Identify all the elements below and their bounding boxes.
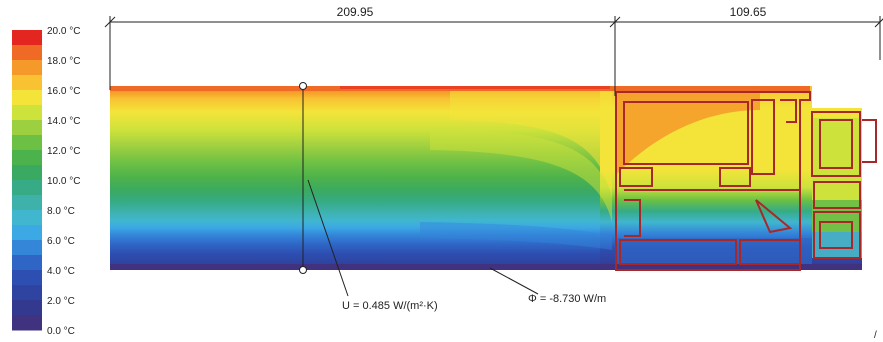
dimension-lines (104, 16, 883, 96)
dimension-tick-left (104, 16, 116, 28)
frame-chamber-right (751, 99, 775, 175)
legend-tick-label: 0.0 °C (47, 326, 75, 337)
legend-swatch (12, 180, 42, 196)
frame-warm-corner (616, 92, 760, 175)
frame-chamber-lower (619, 239, 737, 265)
legend-tick-label: 8.0 °C (47, 206, 75, 217)
thermal-break-mid (719, 167, 751, 187)
legend-swatch (12, 165, 42, 181)
phi-value-leader (489, 267, 539, 295)
legend-tick-label: 4.0 °C (47, 266, 75, 277)
legend-swatch (12, 300, 42, 316)
thermal-break-top (619, 167, 653, 187)
legend-tick-label: 18.0 °C (47, 56, 80, 67)
legend-swatch (12, 75, 42, 91)
legend-tick-label: 20.0 °C (47, 26, 80, 37)
dimension-left-label: 209.95 (337, 5, 374, 19)
legend-swatch (12, 45, 42, 61)
legend-swatch (12, 315, 42, 331)
interior-surface-cap (340, 86, 610, 89)
legend-swatch (12, 120, 42, 136)
bottom-exterior-strip (110, 264, 862, 270)
legend-swatch (12, 210, 42, 226)
legend-swatch (12, 240, 42, 256)
legend-swatch (12, 225, 42, 241)
dimension-tick-right (874, 18, 883, 28)
isotherm-bend-warm (450, 86, 612, 200)
legend-swatch (12, 255, 42, 271)
legend-tick-label: 12.0 °C (47, 146, 80, 157)
frame-clip (780, 99, 797, 123)
legend-swatch (12, 30, 42, 46)
isotherm-bend-cool (420, 222, 612, 250)
phi-value-annotation: Φ = -8.730 W/m (528, 293, 606, 305)
legend-tick-label: 16.0 °C (47, 86, 80, 97)
frame-outer-outline (615, 91, 811, 271)
cut-line-top-marker (299, 82, 307, 90)
u-value-leader (307, 179, 349, 297)
sash-inner (819, 119, 853, 169)
frame-chamber-lower-right (739, 239, 801, 265)
sash-bottom-outline (813, 211, 861, 259)
legend-swatch (12, 195, 42, 211)
sash-lower-outline (813, 181, 861, 209)
dimension-right-label: 109.65 (730, 5, 767, 19)
legend-swatch (12, 285, 42, 301)
frame-foot (624, 199, 641, 237)
legend-tick-label: 6.0 °C (47, 236, 75, 247)
isotherm-bend-green (430, 128, 612, 222)
corner-mark: / (874, 330, 877, 341)
legend-tick-label: 14.0 °C (47, 116, 80, 127)
exterior-gap (812, 86, 862, 108)
legend-swatch (12, 270, 42, 286)
cut-line-bottom-marker (299, 266, 307, 274)
temperature-legend: 20.0 °C 18.0 °C 16.0 °C 14.0 °C 12.0 °C 10.0 … (12, 26, 80, 337)
dimension-tick-mid (609, 16, 621, 28)
legend-tick-label: 2.0 °C (47, 296, 75, 307)
legend-swatch (12, 105, 42, 121)
aluminium-profile (615, 91, 877, 271)
sash-hook (862, 119, 877, 163)
legend-swatch (12, 150, 42, 166)
u-value-annotation: U = 0.485 W/(m²·K) (342, 300, 438, 312)
legend-swatch (12, 90, 42, 106)
legend-swatch (12, 60, 42, 76)
frame-chamber-top (623, 101, 749, 165)
legend-swatch (12, 135, 42, 151)
sash-bottom-inner (819, 221, 853, 249)
sash-outline (811, 111, 861, 177)
legend-tick-label: 10.0 °C (47, 176, 80, 187)
frame-diagonal-insert (755, 199, 793, 234)
u-value-cut-line (299, 82, 307, 274)
